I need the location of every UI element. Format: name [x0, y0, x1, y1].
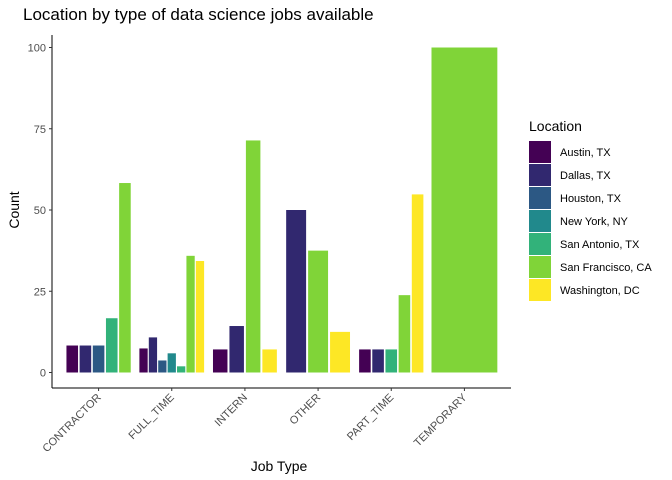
bar-contractor-dallas-tx — [79, 345, 92, 373]
x-tick-label: OTHER — [287, 392, 323, 428]
legend-label: New York, NY — [560, 216, 629, 228]
x-tick-label: PART_TIME — [345, 392, 396, 443]
x-axis-ticks: CONTRACTOR FULL_TIME INTERN OTHER PART_TIME T… — [40, 388, 470, 455]
bar-contractor-san-antonio-tx — [105, 318, 118, 373]
legend-label: San Antonio, TX — [560, 239, 640, 251]
bar-other-dallas-tx — [286, 210, 307, 373]
bar-full-time-new-york-ny — [167, 353, 176, 373]
y-tick-label: 50 — [34, 205, 46, 217]
legend: Location Austin, TX Dallas, TX Houston, TX… — [529, 118, 652, 301]
legend-key — [529, 187, 551, 209]
bar-intern-dallas-tx — [229, 326, 244, 373]
bar-intern-san-francisco-ca — [245, 140, 261, 373]
legend-key — [529, 279, 551, 301]
y-tick-label: 75 — [34, 124, 46, 136]
legend-key — [529, 164, 551, 186]
bar-contractor-houston-tx — [92, 345, 105, 373]
plot-area: 0 25 50 75 100 CONTRACTOR FULL_TIME INTERN OTHE… — [28, 35, 511, 455]
legend-key — [529, 210, 551, 232]
bar-full-time-san-francisco-ca — [186, 255, 195, 373]
bar-contractor-austin-tx — [66, 345, 79, 373]
bar-full-time-washington-dc — [195, 261, 205, 373]
bar-other-washington-dc — [330, 331, 351, 373]
y-tick-label: 100 — [28, 43, 46, 55]
y-axis-ticks: 0 25 50 75 100 — [28, 43, 52, 380]
legend-items: Austin, TX Dallas, TX Houston, TX New York,… — [529, 141, 652, 301]
bar-part-time-austin-tx — [359, 349, 371, 373]
legend-key — [529, 256, 551, 278]
legend-key — [529, 141, 551, 163]
bar-temporary-san-francisco-ca — [431, 47, 498, 373]
legend-label: Dallas, TX — [560, 170, 611, 182]
bar-part-time-san-francisco-ca — [398, 295, 411, 373]
bar-intern-washington-dc — [262, 349, 277, 373]
chart-title: Location by type of data science jobs av… — [23, 5, 374, 24]
bar-full-time-san-antonio-tx — [177, 366, 186, 373]
legend-title: Location — [529, 118, 582, 134]
x-tick-label: CONTRACTOR — [40, 392, 103, 455]
bars — [66, 47, 498, 373]
x-tick-label: FULL_TIME — [126, 392, 176, 442]
bar-other-san-francisco-ca — [308, 250, 329, 373]
y-axis-title: Count — [6, 191, 22, 228]
bar-intern-austin-tx — [212, 349, 228, 373]
bar-full-time-dallas-tx — [148, 337, 158, 373]
bar-part-time-dallas-tx — [372, 349, 384, 373]
legend-key — [529, 233, 551, 255]
bar-full-time-houston-tx — [158, 360, 167, 373]
bar-part-time-san-antonio-tx — [385, 349, 398, 373]
legend-label: Houston, TX — [560, 193, 622, 205]
bar-full-time-austin-tx — [139, 348, 148, 373]
legend-label: Washington, DC — [560, 285, 640, 297]
bar-part-time-washington-dc — [411, 194, 424, 373]
y-tick-label: 25 — [34, 286, 46, 298]
y-tick-label: 0 — [40, 368, 46, 380]
bar-contractor-san-francisco-ca — [119, 183, 131, 373]
x-tick-label: TEMPORARY — [412, 391, 470, 449]
x-axis-title: Job Type — [251, 458, 308, 474]
legend-label: Austin, TX — [560, 147, 611, 159]
legend-label: San Francisco, CA — [560, 262, 652, 274]
x-tick-label: INTERN — [213, 392, 250, 429]
